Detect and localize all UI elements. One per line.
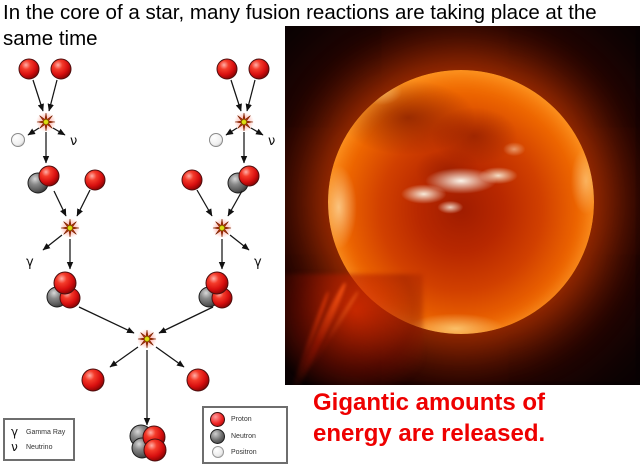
fusion-burst-icon: [233, 111, 255, 133]
fusion-burst-icon: [35, 111, 57, 133]
proton: [216, 58, 238, 80]
energy-caption: Gigantic amounts of energy are released.: [313, 389, 546, 447]
sun-photo: [285, 26, 640, 385]
legend-label: Gamma Ray: [26, 428, 66, 436]
positron: [11, 133, 25, 147]
proton: [84, 169, 106, 191]
proton: [18, 58, 40, 80]
legend-row-neutrino: ν Neutrino: [9, 441, 69, 453]
proton: [81, 368, 105, 392]
proton: [248, 58, 270, 80]
pp-chain-left: ν γ: [11, 58, 135, 334]
legend-label: Neutron: [231, 433, 256, 440]
proton: [181, 169, 203, 191]
proton: [143, 438, 167, 462]
legend-label: Positron: [231, 448, 257, 456]
fusion-burst-icon: [211, 217, 233, 239]
positron-icon: [211, 446, 224, 458]
gamma-symbol-icon: γ: [10, 425, 19, 439]
legend-row-positron: Positron: [210, 446, 280, 458]
gamma-label: γ: [254, 255, 262, 270]
proton: [50, 58, 72, 80]
neutrino-label: ν: [70, 134, 77, 149]
legend-particles: Proton Neutron Positron: [202, 406, 288, 464]
neutrino-label: ν: [268, 134, 275, 149]
neutrino-symbol-icon: ν: [11, 440, 18, 454]
pp-chain-right: ν γ: [158, 58, 275, 334]
legend-label: Proton: [231, 416, 252, 423]
fusion-burst-icon: [136, 328, 158, 350]
gamma-label: γ: [26, 255, 34, 270]
proton: [53, 271, 77, 295]
legend-row-proton: Proton: [210, 412, 280, 427]
legend-row-neutron: Neutron: [210, 429, 280, 444]
fusion-burst-icon: [59, 217, 81, 239]
page-title: In the core of a star, many fusion react…: [3, 1, 597, 50]
proton: [205, 271, 229, 295]
proton: [186, 368, 210, 392]
proton-icon: [210, 412, 225, 427]
fusion-diagram: ν γ ν: [11, 58, 275, 462]
legend-label: Neutrino: [26, 443, 53, 451]
neutron-icon: [210, 429, 225, 444]
proton: [38, 165, 60, 187]
positron: [209, 133, 223, 147]
central-fusion: [81, 328, 210, 462]
legend-row-gamma: γ Gamma Ray: [9, 426, 69, 438]
legend-symbols: γ Gamma Ray ν Neutrino: [3, 418, 75, 461]
proton: [238, 165, 260, 187]
